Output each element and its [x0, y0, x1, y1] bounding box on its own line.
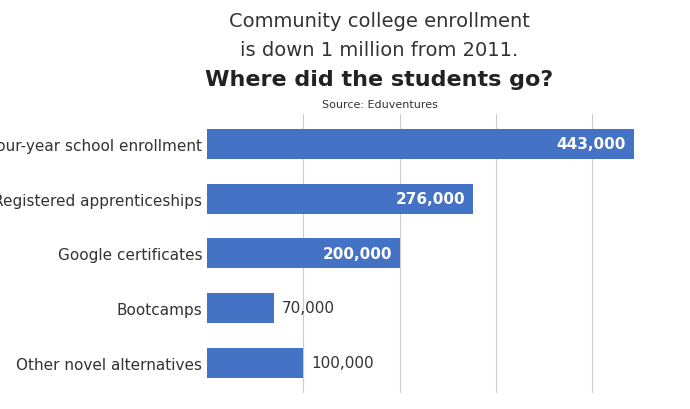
Text: 443,000: 443,000: [557, 137, 626, 152]
Text: Source: Eduventures: Source: Eduventures: [322, 100, 437, 110]
Text: Where did the students go?: Where did the students go?: [206, 70, 553, 90]
Text: 276,000: 276,000: [395, 191, 465, 207]
Bar: [207, 238, 400, 269]
Bar: [207, 348, 304, 378]
Text: 70,000: 70,000: [282, 301, 335, 316]
Bar: [207, 130, 633, 160]
Text: 200,000: 200,000: [322, 246, 392, 261]
Bar: [207, 293, 275, 323]
Text: Community college enrollment: Community college enrollment: [229, 12, 530, 31]
Bar: [207, 184, 473, 214]
Text: 100,000: 100,000: [311, 355, 374, 370]
Text: is down 1 million from 2011.: is down 1 million from 2011.: [240, 41, 519, 60]
